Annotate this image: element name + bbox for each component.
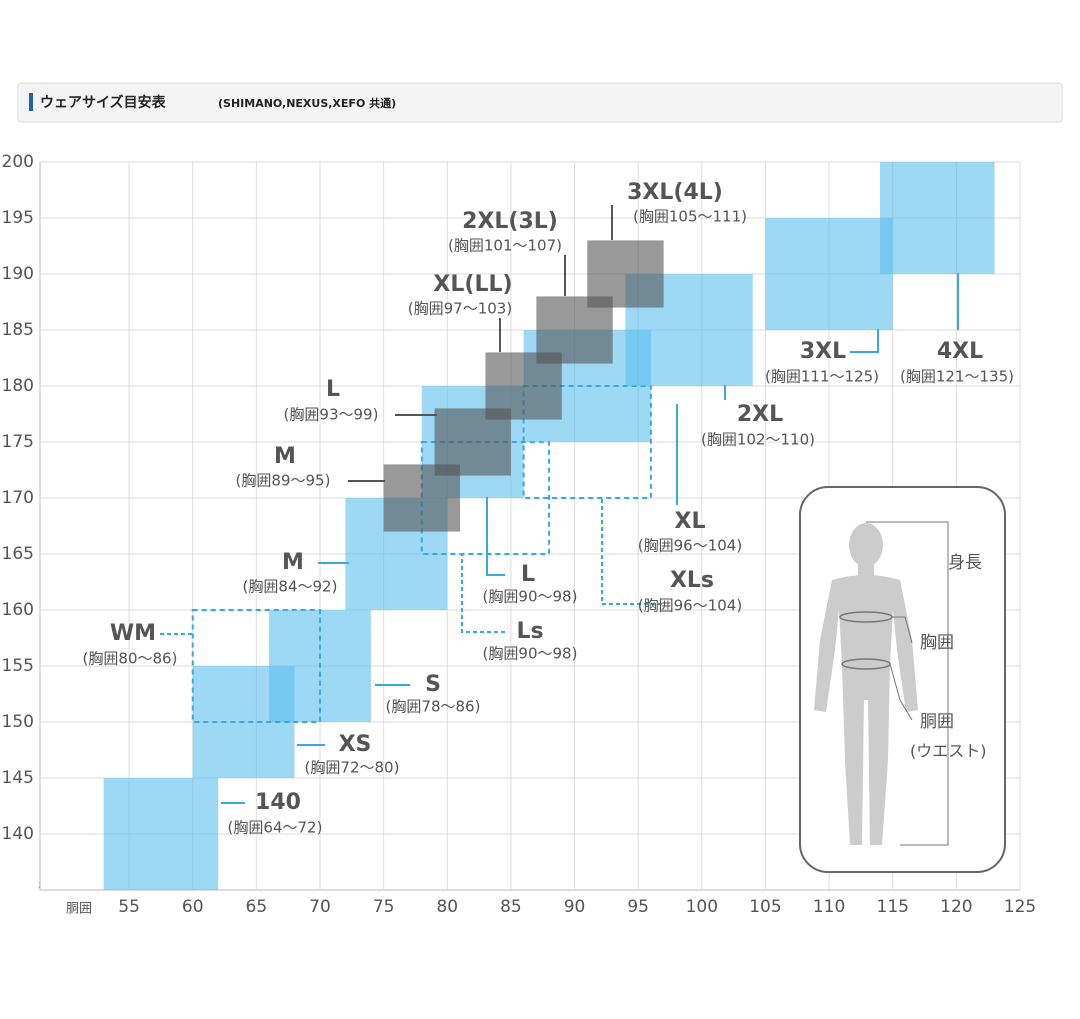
x-tick-label: 70 bbox=[309, 897, 331, 917]
y-tick-label: 140 bbox=[2, 824, 34, 844]
y-tick-label: 180 bbox=[2, 376, 34, 396]
size-name: M bbox=[282, 550, 304, 575]
figure-label: 胸囲 bbox=[920, 633, 954, 653]
size-note: (胸囲90～98) bbox=[483, 645, 578, 663]
size-note: (胸囲64～72) bbox=[228, 819, 323, 837]
y-tick-label: 185 bbox=[2, 320, 34, 340]
size-note: (胸囲90～98) bbox=[483, 588, 578, 606]
y-tick-label: 175 bbox=[2, 432, 34, 452]
header-marker bbox=[29, 93, 33, 111]
size-name: Ls bbox=[516, 619, 543, 644]
size-note: (胸囲105～111) bbox=[633, 208, 747, 226]
size-name: 2XL bbox=[737, 402, 783, 427]
size-name: 140 bbox=[255, 790, 301, 815]
x-tick-label: 100 bbox=[686, 897, 718, 917]
x-tick-label: 115 bbox=[877, 897, 909, 917]
figure-label: 身長 bbox=[948, 553, 982, 573]
size-name: WM bbox=[110, 621, 156, 646]
size-name: XL(LL) bbox=[433, 272, 512, 297]
size-name: 2XL(3L) bbox=[462, 209, 558, 234]
chart-subtitle: (SHIMANO,NEXUS,XEFO 共通) bbox=[218, 96, 396, 110]
size-name: XL bbox=[675, 509, 706, 534]
chart-title: ウェアサイズ目安表 bbox=[40, 94, 167, 111]
x-tick-label: 65 bbox=[246, 897, 268, 917]
size-box bbox=[880, 162, 995, 274]
y-tick-label: 150 bbox=[2, 712, 34, 732]
y-tick-label: 145 bbox=[2, 768, 34, 788]
figure-label: 胴囲 bbox=[920, 712, 954, 732]
size-note: (胸囲96～104) bbox=[638, 537, 742, 555]
size-box bbox=[191, 609, 322, 723]
y-tick-label: 195 bbox=[2, 208, 34, 228]
x-tick-label: 110 bbox=[813, 897, 845, 917]
y-tick-label: 170 bbox=[2, 488, 34, 508]
x-tick-label: 80 bbox=[436, 897, 458, 917]
size-note: (胸囲101～107) bbox=[448, 237, 562, 255]
size-note: (胸囲78～86) bbox=[386, 698, 481, 716]
size-name: 4XL bbox=[937, 339, 983, 364]
leader-line bbox=[461, 553, 505, 633]
x-tick-label: 75 bbox=[373, 897, 395, 917]
leader-line bbox=[601, 497, 662, 605]
size-note: (胸囲89～95) bbox=[236, 472, 331, 490]
size-note: (胸囲102～110) bbox=[701, 431, 815, 449]
size-note: (胸囲111～125) bbox=[765, 368, 879, 386]
y-tick-label: 190 bbox=[2, 264, 34, 284]
silhouette bbox=[814, 523, 918, 845]
x-tick-label: 105 bbox=[749, 897, 781, 917]
size-note: (胸囲84～92) bbox=[243, 578, 338, 596]
x-tick-label: 60 bbox=[182, 897, 204, 917]
y-tick-label: 200 bbox=[2, 152, 34, 172]
body-figure: 身長 胸囲 胴囲 (ウエスト) bbox=[799, 486, 1006, 873]
size-box bbox=[765, 218, 893, 330]
x-tick-label: 85 bbox=[500, 897, 522, 917]
x-tick-label: 125 bbox=[1004, 897, 1036, 917]
size-note: (胸囲72～80) bbox=[305, 759, 400, 777]
y-tick-label: 155 bbox=[2, 656, 34, 676]
header-bar bbox=[17, 82, 1063, 123]
size-note: (胸囲80～86) bbox=[83, 650, 178, 668]
x-tick-label: 90 bbox=[564, 897, 586, 917]
x-tick-label: 120 bbox=[940, 897, 972, 917]
size-name: L bbox=[521, 562, 535, 587]
size-name: 3XL bbox=[800, 339, 846, 364]
figure-label: (ウエスト) bbox=[910, 742, 987, 761]
size-box bbox=[522, 385, 652, 499]
size-note: (胸囲93～99) bbox=[284, 406, 379, 424]
size-box bbox=[587, 240, 664, 308]
size-name: L bbox=[326, 377, 340, 402]
size-note: (胸囲97～103) bbox=[408, 300, 512, 318]
size-name: XS bbox=[339, 732, 372, 757]
x-tick-label: 95 bbox=[627, 897, 649, 917]
y-tick-label: 165 bbox=[2, 544, 34, 564]
size-name: XLs bbox=[670, 568, 714, 593]
y-tick-label: 160 bbox=[2, 600, 34, 620]
size-name: S bbox=[425, 672, 441, 697]
size-name: M bbox=[274, 444, 296, 469]
leader-line bbox=[486, 497, 505, 576]
x-tick-label: 55 bbox=[118, 897, 140, 917]
size-box bbox=[103, 778, 219, 890]
x-axis-label: 胴囲 bbox=[66, 902, 92, 917]
size-name: 3XL(4L) bbox=[627, 180, 723, 205]
size-note: (胸囲121～135) bbox=[900, 368, 1014, 386]
size-note: (胸囲96～104) bbox=[638, 597, 742, 615]
leader-line bbox=[850, 329, 879, 353]
